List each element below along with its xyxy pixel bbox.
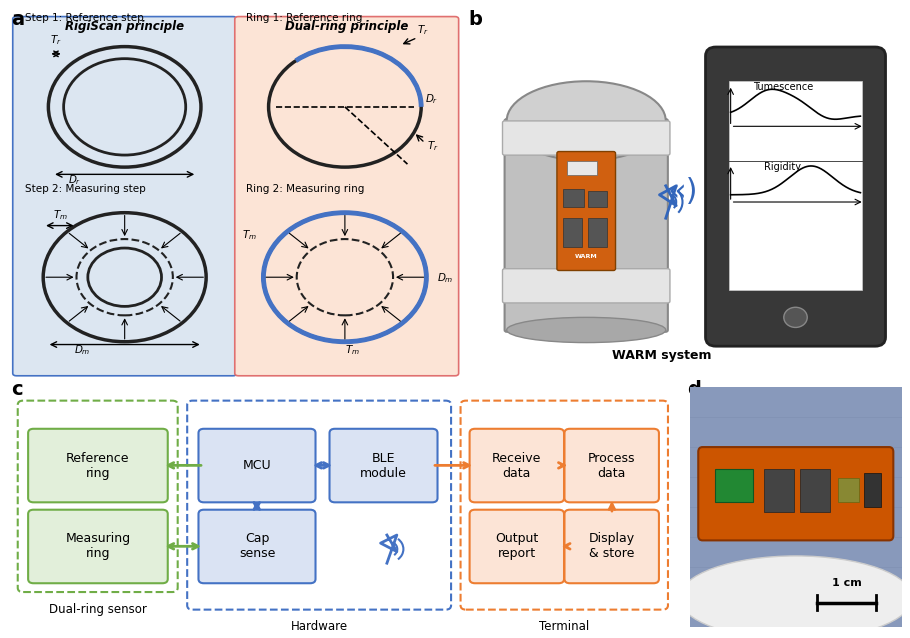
Text: MCU: MCU [243,459,271,472]
Text: $T_r$: $T_r$ [417,24,429,37]
Text: d: d [687,380,701,399]
FancyBboxPatch shape [198,429,316,502]
FancyBboxPatch shape [564,429,659,502]
Text: Hardware: Hardware [290,620,348,633]
Text: $T_m$: $T_m$ [242,228,257,242]
Text: a: a [11,10,24,29]
Text: Measuring
ring: Measuring ring [66,533,130,560]
Text: Output
report: Output report [495,533,539,560]
FancyBboxPatch shape [198,510,316,583]
Text: BLE
module: BLE module [360,452,407,480]
FancyBboxPatch shape [504,119,668,332]
Text: WARM system: WARM system [612,349,712,362]
FancyBboxPatch shape [502,121,670,155]
Text: Ring 1: Reference ring: Ring 1: Reference ring [246,13,362,24]
Text: Receive
data: Receive data [492,452,541,480]
Bar [563,189,584,207]
Text: RigiScan principle: RigiScan principle [66,20,184,33]
Ellipse shape [679,556,910,638]
Ellipse shape [507,317,666,343]
Text: Rigidity: Rigidity [764,161,802,172]
FancyBboxPatch shape [698,447,894,540]
Text: $T_m$: $T_m$ [53,208,67,222]
Bar [838,478,859,502]
Text: $D_r$: $D_r$ [425,92,439,106]
FancyBboxPatch shape [502,269,670,303]
Ellipse shape [507,81,666,161]
Text: Tumescence: Tumescence [753,82,814,93]
Text: Dual-ring principle: Dual-ring principle [285,20,409,33]
FancyBboxPatch shape [729,81,863,290]
Text: $D_m$: $D_m$ [74,343,90,357]
Text: $T_m$: $T_m$ [345,343,359,357]
Text: b: b [469,10,482,29]
FancyBboxPatch shape [28,429,167,502]
FancyBboxPatch shape [28,510,167,583]
Text: $T_r$: $T_r$ [427,139,439,153]
Text: Cap
sense: Cap sense [238,533,275,560]
Text: Ring 2: Measuring ring: Ring 2: Measuring ring [246,184,364,194]
Text: c: c [11,380,23,399]
Bar [588,218,607,247]
Bar [588,191,607,207]
Text: Step 2: Measuring step: Step 2: Measuring step [25,184,147,194]
Bar [563,218,582,247]
FancyBboxPatch shape [557,152,615,271]
FancyBboxPatch shape [329,429,438,502]
Text: Display
& store: Display & store [589,533,635,560]
FancyBboxPatch shape [470,510,564,583]
Circle shape [784,308,807,327]
Text: $D_m$: $D_m$ [437,271,453,285]
Text: Reference
ring: Reference ring [66,452,130,480]
Bar [864,473,881,507]
Text: WARM: WARM [575,254,598,259]
Bar [568,161,597,175]
Text: $D_r$: $D_r$ [68,174,82,187]
Text: Dual-ring sensor: Dual-ring sensor [49,602,147,616]
FancyBboxPatch shape [705,47,885,346]
FancyBboxPatch shape [13,17,237,376]
FancyBboxPatch shape [470,429,564,502]
Text: Terminal: Terminal [539,620,590,633]
Bar [800,469,830,512]
FancyBboxPatch shape [235,17,459,376]
FancyBboxPatch shape [564,510,659,583]
Bar [715,468,753,502]
Text: Step 1: Reference step: Step 1: Reference step [25,13,144,24]
Text: $T_r$: $T_r$ [50,33,62,47]
Bar [764,469,794,512]
Text: «): «) [667,177,698,206]
Text: Process
data: Process data [588,452,635,480]
Text: 1 cm: 1 cm [832,578,862,588]
